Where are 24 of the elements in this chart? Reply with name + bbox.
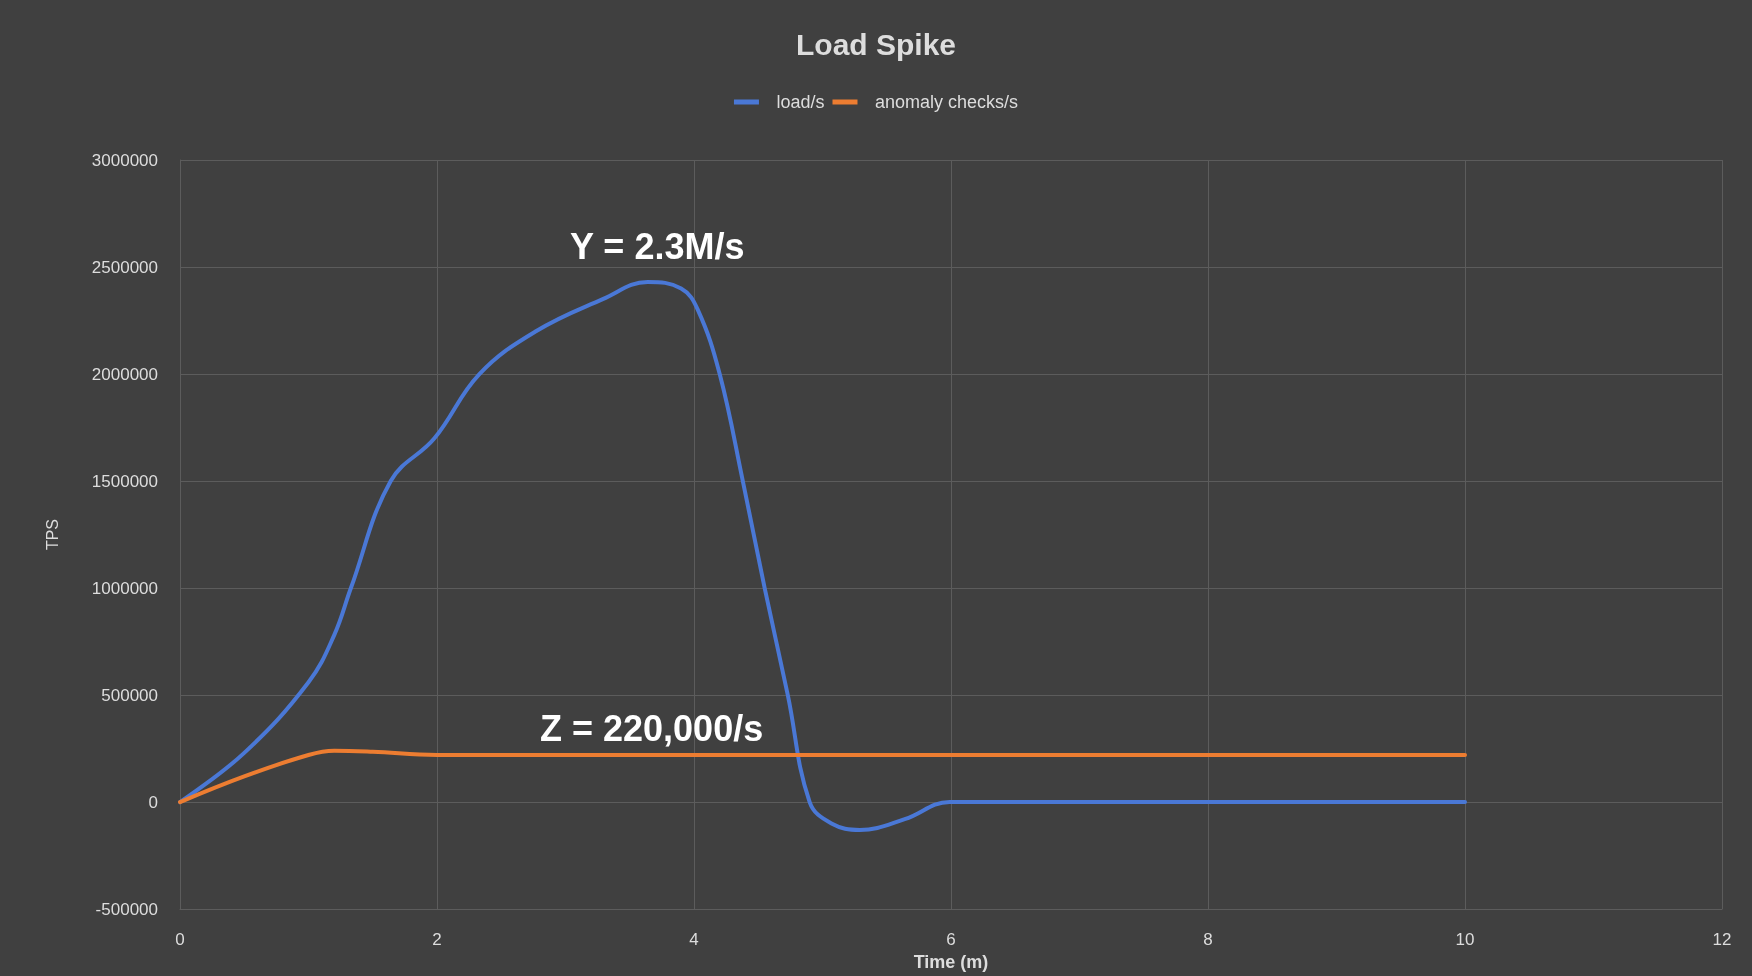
annotation: Z = 220,000/s [540,707,764,749]
legend-label: anomaly checks/s [874,92,1019,112]
x-tick-label: 8 [1203,930,1213,950]
x-tick-label: 12 [1712,930,1732,950]
line-series [178,280,1467,832]
x-tick-label: 6 [946,930,956,950]
y-tick-label: 500000 [101,685,158,705]
y-axis-title: TPS [43,518,61,551]
x-tick-label: 4 [689,930,699,950]
x-tick-label: 2 [432,930,442,950]
legend-label: load/s [776,92,825,112]
y-tick-label: -500000 [95,899,158,919]
x-tick-label: 0 [175,930,185,950]
y-tick-label: 1000000 [91,578,158,598]
x-axis-title: Time (m) [913,952,989,972]
y-tick-label: 0 [148,792,158,812]
y-tick-label: 2500000 [91,257,158,277]
y-tick-label: 3000000 [91,150,158,170]
y-tick-label: 1500000 [91,471,158,491]
y-tick-label: 2000000 [91,364,158,384]
annotation: Y = 2.3M/s [570,225,745,267]
line-series [178,748,1467,805]
chart-title: Load Spike [795,27,957,61]
x-tick-label: 10 [1455,930,1475,950]
